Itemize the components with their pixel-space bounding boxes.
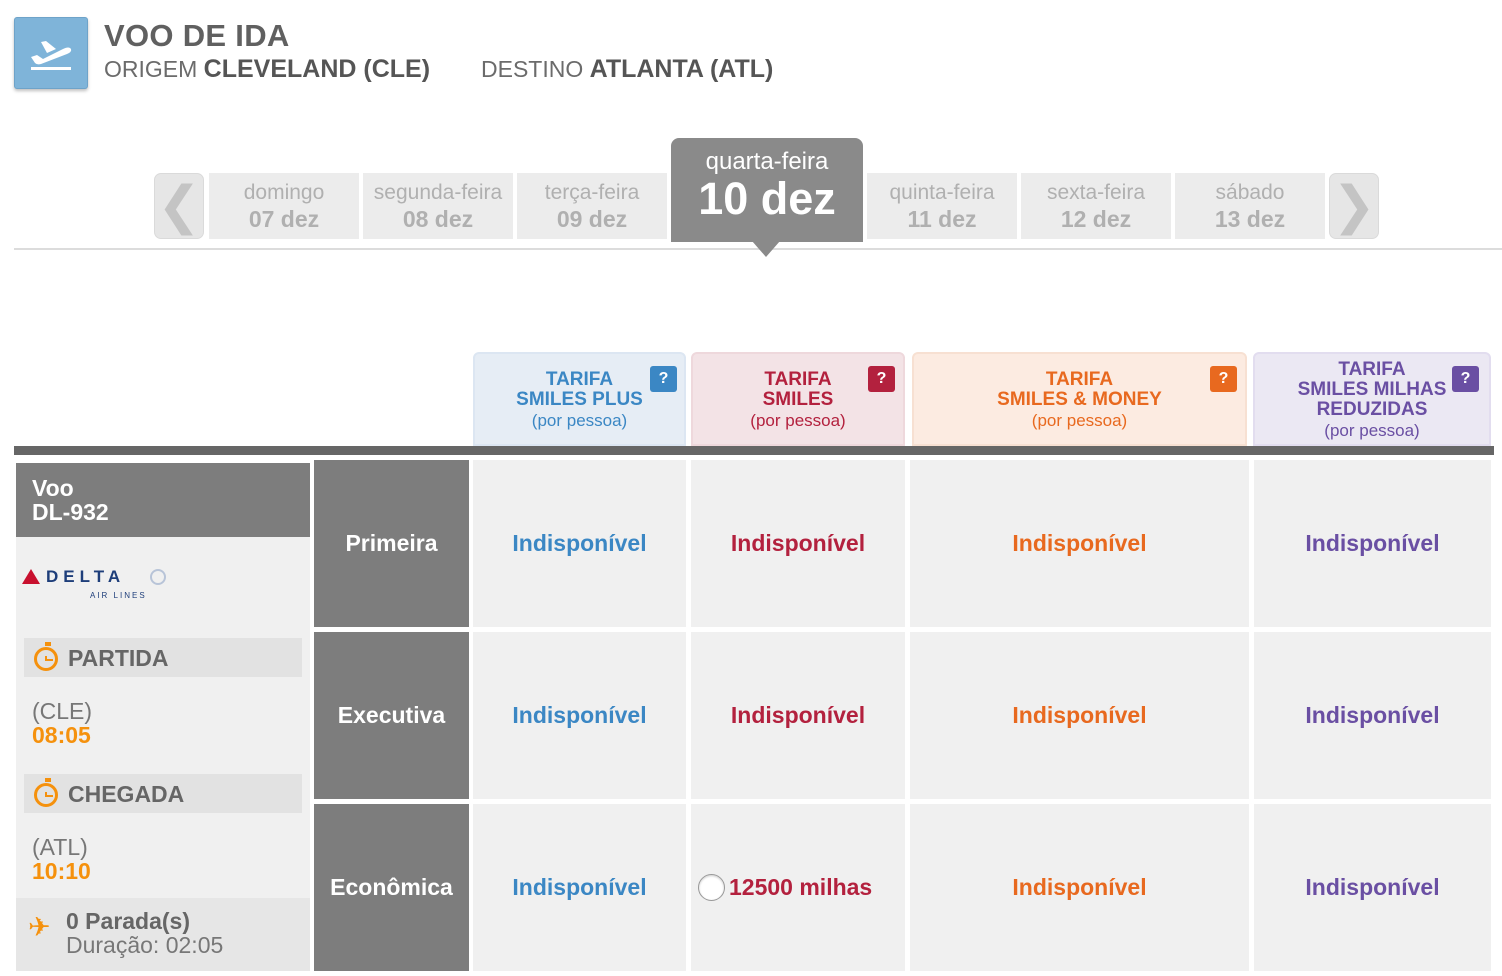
prev-week-button[interactable]: ❮ bbox=[154, 173, 204, 239]
fare-subtitle: (por pessoa) bbox=[1324, 421, 1420, 440]
airline-logo-subtext: AIR LINES bbox=[90, 591, 147, 600]
fare-subtitle: (por pessoa) bbox=[1031, 411, 1128, 430]
help-icon[interactable]: ? bbox=[868, 366, 895, 392]
date-tab-0[interactable]: domingo 07 dez bbox=[209, 173, 359, 239]
clock-icon bbox=[34, 778, 58, 807]
cabin-economica: Econômica bbox=[314, 804, 469, 971]
departure-label-bar: PARTIDA bbox=[24, 638, 302, 677]
help-icon[interactable]: ? bbox=[1210, 366, 1237, 392]
flight-duration: Duração: 02:05 bbox=[66, 932, 224, 958]
arrival-airport-code: (ATL) bbox=[32, 834, 88, 860]
origin-value: CLEVELAND (CLE) bbox=[203, 55, 431, 83]
fare-cell: Indisponível bbox=[910, 804, 1249, 971]
fare-title-line: SMILES MILHAS bbox=[1297, 379, 1447, 400]
destination-label: DESTINO bbox=[481, 56, 584, 82]
fare-title-line: SMILES PLUS bbox=[516, 389, 643, 410]
arrival-label: CHEGADA bbox=[68, 781, 185, 807]
table-header-bar bbox=[14, 446, 1494, 455]
departure-airport-code: (CLE) bbox=[32, 698, 93, 724]
flight-number: DL-932 bbox=[32, 499, 109, 525]
origin: ORIGEM CLEVELAND (CLE) bbox=[104, 55, 430, 84]
fare-header-smiles-money: TARIFA SMILES & MONEY (por pessoa) ? bbox=[912, 352, 1247, 446]
fare-title-line: SMILES bbox=[762, 389, 834, 410]
flight-number-box: Voo DL-932 bbox=[16, 463, 310, 537]
date-day: 10 dez bbox=[698, 173, 836, 224]
date-tab-4[interactable]: quinta-feira 11 dez bbox=[867, 173, 1017, 239]
date-weekday: segunda-feira bbox=[373, 181, 503, 204]
date-tab-5[interactable]: sexta-feira 12 dez bbox=[1021, 173, 1171, 239]
chevron-left-icon: ❮ bbox=[157, 176, 201, 236]
clock-icon bbox=[34, 642, 58, 671]
date-weekday: quinta-feira bbox=[889, 181, 995, 204]
airplane-icon: ✈ bbox=[28, 912, 51, 943]
stops-count: 0 Parada(s) bbox=[66, 908, 191, 934]
delta-logo: DELTA AIR LINES bbox=[22, 567, 182, 607]
fare-cell: Indisponível bbox=[473, 632, 686, 799]
date-weekday: quarta-feira bbox=[705, 148, 829, 175]
fare-header-smiles-milhas-reduzidas: TARIFA SMILES MILHAS REDUZIDAS (por pess… bbox=[1253, 352, 1491, 446]
fare-title-line: TARIFA bbox=[1338, 359, 1406, 380]
origin-label: ORIGEM bbox=[104, 56, 198, 82]
globe-icon bbox=[150, 569, 166, 585]
fare-cell: Indisponível bbox=[910, 632, 1249, 799]
fare-cell: Indisponível bbox=[691, 632, 905, 799]
date-day: 09 dez bbox=[556, 206, 628, 232]
fare-header-smiles: TARIFA SMILES (por pessoa) ? bbox=[691, 352, 905, 446]
delta-widget-icon bbox=[22, 569, 40, 584]
departure-time: 08:05 bbox=[32, 722, 91, 748]
airline-logo-text: DELTA bbox=[46, 567, 126, 586]
fare-cell: Indisponível bbox=[910, 460, 1249, 627]
stops-box: ✈ 0 Parada(s) Duração: 02:05 bbox=[16, 898, 310, 971]
chevron-right-icon: ❯ bbox=[1332, 176, 1376, 236]
selected-date-pointer bbox=[752, 241, 780, 257]
next-week-button[interactable]: ❯ bbox=[1329, 173, 1379, 239]
airline-logo-box: DELTA AIR LINES bbox=[16, 537, 310, 628]
flight-label: Voo bbox=[32, 475, 74, 501]
cabin-primeira: Primeira bbox=[314, 460, 469, 627]
fare-cell: Indisponível bbox=[473, 804, 686, 971]
date-tab-1[interactable]: segunda-feira 08 dez bbox=[363, 173, 513, 239]
fare-header-smiles-plus: TARIFA SMILES PLUS (por pessoa) ? bbox=[473, 352, 686, 446]
fare-cell: Indisponível bbox=[1254, 804, 1491, 971]
date-tab-6[interactable]: sábado 13 dez bbox=[1175, 173, 1325, 239]
date-tab-2[interactable]: terça-feira 09 dez bbox=[517, 173, 667, 239]
date-weekday: sábado bbox=[1215, 181, 1285, 204]
departure-label: PARTIDA bbox=[68, 645, 169, 671]
date-day: 12 dez bbox=[1060, 206, 1132, 232]
fare-cell: Indisponível bbox=[1254, 632, 1491, 799]
fare-title-line: SMILES & MONEY bbox=[997, 389, 1162, 410]
flight-schedule: PARTIDA (CLE) 08:05 CHEGADA (ATL) 10:10 … bbox=[16, 628, 310, 971]
fare-subtitle: (por pessoa) bbox=[750, 411, 846, 430]
fare-cell-available[interactable]: 12500 milhas bbox=[691, 804, 905, 971]
fare-title-line: TARIFA bbox=[1045, 369, 1114, 390]
fare-cell: Indisponível bbox=[691, 460, 905, 627]
date-weekday: domingo bbox=[243, 181, 325, 204]
destination-value: ATLANTA (ATL) bbox=[589, 55, 774, 83]
date-day: 08 dez bbox=[402, 206, 474, 232]
destination: DESTINO ATLANTA (ATL) bbox=[481, 55, 773, 84]
cabin-executiva: Executiva bbox=[314, 632, 469, 799]
fare-cell: Indisponível bbox=[1254, 460, 1491, 627]
fare-price: 12500 milhas bbox=[729, 874, 873, 900]
fare-title-line: REDUZIDAS bbox=[1316, 399, 1428, 420]
arrival-label-bar: CHEGADA bbox=[24, 774, 302, 813]
fare-title-line: TARIFA bbox=[545, 369, 614, 390]
date-day: 11 dez bbox=[907, 206, 977, 232]
arrival-time: 10:10 bbox=[32, 858, 91, 884]
date-day: 07 dez bbox=[248, 206, 320, 232]
date-weekday: sexta-feira bbox=[1046, 181, 1146, 204]
fare-subtitle: (por pessoa) bbox=[531, 411, 628, 430]
fare-title-line: TARIFA bbox=[764, 369, 832, 390]
date-weekday: terça-feira bbox=[544, 181, 640, 204]
help-icon[interactable]: ? bbox=[1452, 366, 1479, 392]
fare-cell: Indisponível bbox=[473, 460, 686, 627]
date-tab-selected[interactable]: quarta-feira 10 dez bbox=[671, 138, 863, 242]
fare-radio-button[interactable] bbox=[698, 874, 725, 901]
help-icon[interactable]: ? bbox=[650, 366, 677, 392]
page-title: VOO DE IDA bbox=[104, 18, 290, 53]
airplane-takeoff-icon bbox=[14, 17, 88, 89]
date-day: 13 dez bbox=[1214, 206, 1286, 232]
